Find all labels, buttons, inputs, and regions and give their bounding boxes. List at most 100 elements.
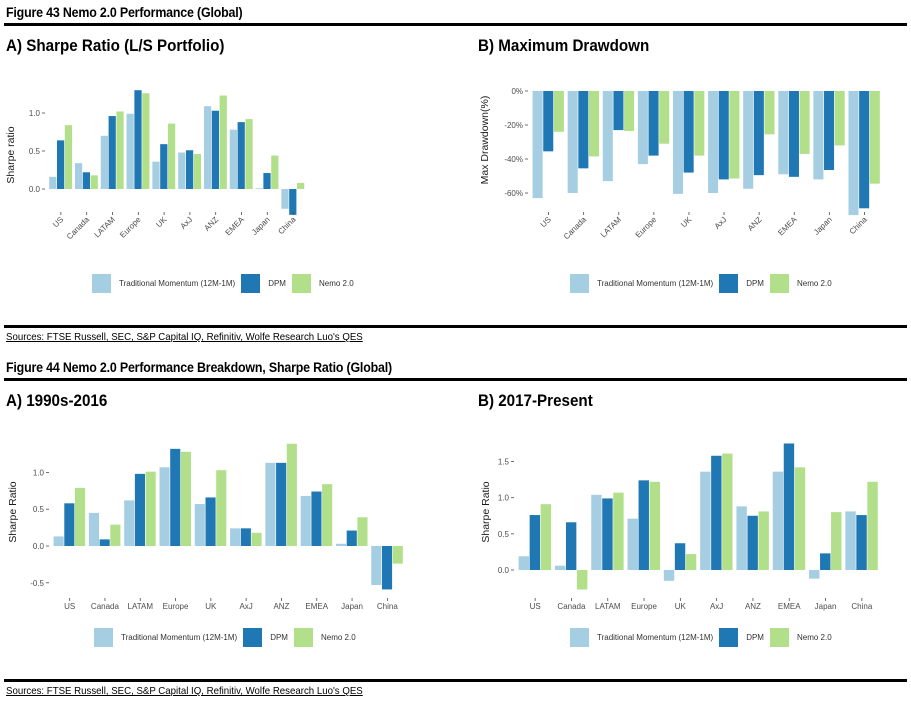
bar-uk-dpm xyxy=(683,91,694,173)
bar-anz-dpm xyxy=(753,91,764,176)
bar-latam-traditional-momentum-12m-1m xyxy=(591,494,602,570)
chart-b-legend: Traditional Momentum (12M-1M) DPM Nemo 2.0 xyxy=(570,274,838,293)
bar-anz-nemo-2-0 xyxy=(764,91,775,135)
legend-label-dpm: DPM xyxy=(268,279,286,288)
legend-label-nemo-2-0: Nemo 2.0 xyxy=(796,279,832,288)
bar-latam-traditional-momentum-12m-1m xyxy=(124,500,135,546)
figure-43-top-rule xyxy=(4,23,907,26)
bar-china-dpm xyxy=(859,91,870,209)
bar-japan-nemo-2-0 xyxy=(271,155,279,189)
x-tick-label: EMEA xyxy=(305,602,328,611)
bar-emea-nemo-2-0 xyxy=(799,91,810,154)
x-tick-label: EMEA xyxy=(224,215,247,238)
x-tick-label: LATAM xyxy=(128,602,154,611)
bar-axj-traditional-momentum-12m-1m xyxy=(230,528,241,546)
bar-emea-dpm xyxy=(788,91,799,177)
x-tick-label: Japan xyxy=(250,215,272,237)
bar-axj-traditional-momentum-12m-1m xyxy=(708,91,719,193)
bar-latam-nemo-2-0 xyxy=(613,492,624,570)
bar-anz-traditional-momentum-12m-1m xyxy=(736,506,747,570)
legend-swatch-dpm xyxy=(243,628,263,647)
bar-canada-dpm xyxy=(565,522,577,570)
bar-emea-nemo-2-0 xyxy=(245,119,253,189)
legend-label-nemo-2-0: Nemo 2.0 xyxy=(320,633,356,642)
bar-us-dpm xyxy=(64,503,75,546)
bar-canada-traditional-momentum-12m-1m xyxy=(74,163,83,189)
y-tick-label: 0.0 xyxy=(29,185,41,194)
figure-44-sources: Sources: FTSE Russell, SEC, S&P Capital … xyxy=(6,685,363,697)
y-tick-label: 1.5 xyxy=(498,458,510,467)
bar-japan-traditional-momentum-12m-1m xyxy=(255,188,263,190)
bar-europe-nemo-2-0 xyxy=(659,91,670,144)
bar-axj-dpm xyxy=(718,91,729,180)
x-tick-label: EMEA xyxy=(778,602,801,611)
bar-us-traditional-momentum-12m-1m xyxy=(532,91,543,199)
bar-us-nemo-2-0 xyxy=(553,91,564,132)
y-tick-label: 0.5 xyxy=(498,530,510,539)
x-tick-label: China xyxy=(848,215,870,237)
bar-europe-dpm xyxy=(638,480,649,570)
bar-us-traditional-momentum-12m-1m xyxy=(49,176,57,189)
bar-europe-dpm xyxy=(170,448,181,546)
x-tick-label: Japan xyxy=(341,602,363,611)
bar-emea-nemo-2-0 xyxy=(794,467,806,570)
y-axis-title: Sharpe ratio xyxy=(5,126,17,183)
bar-axj-nemo-2-0 xyxy=(729,91,740,179)
legend-label-dpm: DPM xyxy=(746,633,764,642)
bar-europe-nemo-2-0 xyxy=(649,481,660,570)
y-axis-title: Sharpe Ratio xyxy=(480,481,492,542)
bar-axj-dpm xyxy=(185,150,194,189)
legend-swatch-dpm xyxy=(719,628,739,647)
bar-china-traditional-momentum-12m-1m xyxy=(848,91,859,216)
bar-uk-traditional-momentum-12m-1m xyxy=(672,91,684,194)
bar-europe-traditional-momentum-12m-1m xyxy=(126,113,134,189)
bar-europe-traditional-momentum-12m-1m xyxy=(637,91,648,165)
y-tick-label: 0.0 xyxy=(33,542,45,551)
x-tick-label: UK xyxy=(154,215,169,230)
x-tick-label: ANZ xyxy=(273,602,289,611)
bar-latam-nemo-2-0 xyxy=(116,111,124,189)
bar-canada-nemo-2-0 xyxy=(90,175,98,189)
y-tick-label: 1.0 xyxy=(29,109,41,118)
legend-swatch-nemo-2-0 xyxy=(769,628,789,647)
legend-swatch-dpm xyxy=(719,274,739,293)
x-tick-label: US xyxy=(539,215,553,229)
y-tick-label: 0.5 xyxy=(29,147,41,156)
bar-us-dpm xyxy=(529,515,541,570)
bar-latam-dpm xyxy=(134,473,146,546)
bar-latam-dpm xyxy=(613,91,624,131)
bar-emea-nemo-2-0 xyxy=(322,484,333,546)
bar-axj-dpm xyxy=(240,528,251,546)
bar-us-traditional-momentum-12m-1m xyxy=(518,556,530,570)
figure-44-top-rule xyxy=(4,378,907,381)
bar-axj-nemo-2-0 xyxy=(722,453,733,570)
chart-d-legend: Traditional Momentum (12M-1M) DPM Nemo 2.0 xyxy=(570,628,838,647)
chart-a-title: A) Sharpe Ratio (L/S Portfolio) xyxy=(6,37,225,55)
bar-latam-traditional-momentum-12m-1m xyxy=(100,135,108,189)
x-tick-label: UK xyxy=(675,602,687,611)
bar-emea-dpm xyxy=(311,491,322,546)
bar-canada-dpm xyxy=(82,172,91,189)
x-tick-label: AxJ xyxy=(239,602,252,611)
bar-axj-traditional-momentum-12m-1m xyxy=(700,471,711,570)
bar-uk-nemo-2-0 xyxy=(216,470,227,546)
legend-label-nemo-2-0: Nemo 2.0 xyxy=(796,633,832,642)
bar-europe-traditional-momentum-12m-1m xyxy=(627,518,638,570)
bar-europe-nemo-2-0 xyxy=(180,451,192,546)
bar-us-dpm xyxy=(56,140,65,189)
bar-anz-nemo-2-0 xyxy=(286,443,297,546)
bar-china-traditional-momentum-12m-1m xyxy=(281,189,289,209)
bar-emea-dpm xyxy=(237,122,245,189)
x-tick-label: Canada xyxy=(91,602,120,611)
bar-japan-nemo-2-0 xyxy=(834,91,845,146)
x-tick-label: US xyxy=(51,215,65,229)
bar-axj-nemo-2-0 xyxy=(251,532,262,546)
x-tick-label: US xyxy=(64,602,75,611)
bar-china-traditional-momentum-12m-1m xyxy=(845,511,856,570)
chart-a-legend: Traditional Momentum (12M-1M) DPM Nemo 2.0 xyxy=(92,274,360,293)
bar-china-nemo-2-0 xyxy=(297,182,305,189)
y-tick-label: 1.0 xyxy=(33,468,45,477)
bar-anz-traditional-momentum-12m-1m xyxy=(203,106,212,189)
bar-uk-nemo-2-0 xyxy=(168,123,176,189)
bar-china-nemo-2-0 xyxy=(867,481,878,570)
